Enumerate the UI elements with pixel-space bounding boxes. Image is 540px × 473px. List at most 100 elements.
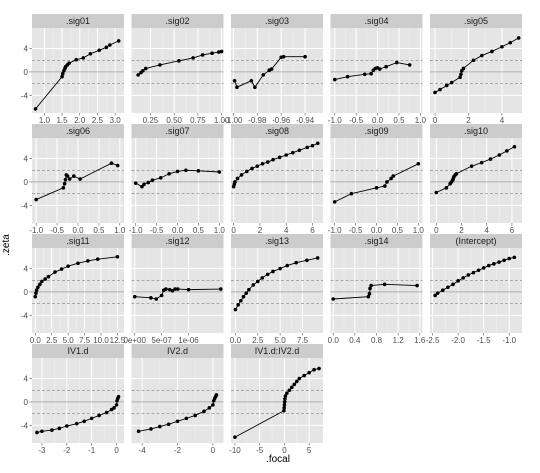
profile-point (235, 176, 240, 181)
profile-point (34, 291, 38, 295)
x-tick-label: 0.50 (166, 116, 182, 125)
profile-point (60, 74, 64, 79)
x-tick-label: 1.5 (57, 116, 69, 125)
x-tick-label: 2 (258, 226, 263, 235)
x-tick-label: 0e+00 (123, 336, 146, 345)
profile-point (89, 416, 94, 421)
profile-point (282, 408, 286, 413)
profile-point (200, 53, 205, 57)
profile-point (244, 291, 248, 295)
profile-point (132, 294, 137, 299)
profile-point (508, 40, 513, 45)
x-tick-label: 3.0 (110, 116, 122, 125)
profile-point (59, 267, 64, 271)
facet-strip (131, 344, 224, 358)
profile-point (302, 373, 307, 378)
x-tick-label: 0.5 (392, 226, 404, 235)
profile-point (385, 180, 389, 184)
profile-point (283, 394, 288, 398)
profile-point (207, 406, 212, 410)
x-tick-label: -1.00 (224, 116, 243, 125)
profile-point (133, 181, 138, 185)
profile-point (109, 407, 114, 412)
profile-point (283, 397, 287, 401)
profile-point (74, 57, 79, 62)
x-tick-label: 0.0 (72, 226, 84, 235)
profile-point (471, 58, 476, 63)
profile-point (251, 283, 256, 287)
x-tick-label: 1.0 (415, 116, 427, 125)
profile-point (407, 63, 412, 67)
facet-strip (330, 14, 423, 28)
facet-strip-label: .sig08 (265, 126, 289, 136)
profile-point (305, 258, 309, 263)
profile-point (67, 61, 71, 65)
x-tick-label: 0.75 (190, 116, 206, 125)
profile-line (36, 396, 119, 433)
profile-point (233, 435, 237, 439)
profile-point (136, 429, 141, 434)
profile-point (444, 186, 449, 190)
profile-point (239, 173, 244, 177)
x-tick-label: 1.6 (414, 336, 426, 345)
facet-strip (32, 234, 124, 248)
x-tick-label: 2.0 (74, 116, 86, 125)
x-tick-label: 0 (433, 116, 438, 125)
profile-point (492, 262, 496, 266)
x-tick-label: 7.5 (297, 336, 309, 345)
profile-point (290, 385, 294, 390)
x-tick-label: 5.0 (63, 336, 75, 345)
facet-panel: .sig01 1.0 1.5 2.0 2.5 3.0 -4 0 4 (21, 14, 124, 125)
facet-strip-label: IV2.d (167, 346, 188, 356)
y-tick-label: -4 (21, 91, 29, 100)
profile-point (82, 419, 87, 424)
profile-point (164, 287, 168, 291)
profile-point (173, 287, 177, 291)
x-tick-label: 5.0 (275, 336, 287, 345)
profile-point (287, 388, 292, 393)
y-tick-label: 0 (24, 288, 29, 297)
x-tick-label: 6 (510, 226, 515, 235)
profile-point (367, 291, 372, 296)
profile-point (116, 39, 121, 43)
profile-point (249, 78, 254, 83)
facet-strip-label: .sig02 (165, 16, 189, 26)
x-tick-label: -5 (256, 446, 264, 455)
facet-panel: IV1.d:IV2.d -10 -5 0 5 (229, 344, 323, 455)
profile-point (366, 294, 371, 299)
y-tick-label: 0 (24, 178, 29, 187)
profile-point (297, 376, 302, 381)
x-tick-label: -1.5 (477, 336, 491, 345)
x-tick-label: 0.4 (349, 336, 361, 345)
profile-point (202, 409, 206, 414)
profile-point (512, 144, 517, 149)
x-tick-label: 1.2 (393, 336, 405, 345)
facet-strip-label: .sig07 (165, 126, 189, 136)
x-tick-label: -2.0 (451, 336, 465, 345)
profile-point (500, 44, 504, 49)
facet-strip (430, 14, 522, 28)
profile-point (433, 293, 437, 298)
profile-point (175, 419, 180, 424)
profile-point (516, 36, 521, 40)
plot-panel (231, 138, 323, 223)
profile-point (461, 276, 466, 280)
profile-point (285, 391, 289, 395)
profile-point (507, 256, 512, 261)
x-tick-label: 0.0 (230, 336, 242, 345)
profile-point (434, 190, 439, 195)
profile-point (374, 186, 379, 190)
x-tick-label: 0.25 (143, 116, 159, 125)
plot-panel (131, 28, 224, 113)
profile-point (175, 169, 180, 174)
profile-point (278, 266, 282, 271)
profile-point (219, 287, 223, 291)
profile-point (382, 282, 387, 287)
x-tick-label: 4 (484, 226, 489, 235)
plot-panel (430, 28, 522, 113)
profile-point (46, 274, 51, 279)
profile-point (97, 413, 101, 418)
x-tick-label: 7.5 (79, 336, 91, 345)
y-tick-label: 0 (24, 398, 29, 407)
x-tick-label: 2 (466, 116, 471, 125)
